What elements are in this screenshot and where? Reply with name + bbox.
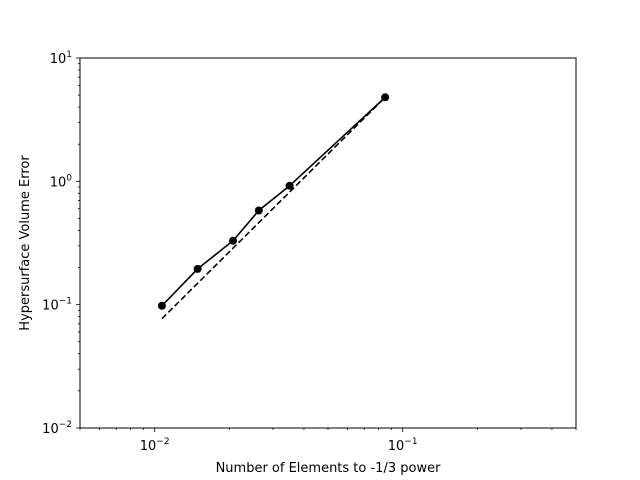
x-tick-label: 10−2: [140, 437, 170, 454]
series-2-line: [161, 96, 386, 320]
x-tick-label: 10−1: [388, 437, 418, 454]
y-tick-label: 10−2: [42, 420, 72, 437]
series-1-point: [254, 206, 263, 215]
series-1-point: [157, 301, 166, 310]
axis-ticks: 10−2 10−1 10−2 10−1 100 101: [42, 50, 577, 454]
y-tick-label: 100: [50, 173, 73, 190]
series-1-point: [229, 236, 238, 245]
series-1-point: [193, 264, 202, 273]
y-axis-label: Hypersurface Volume Error: [18, 155, 33, 331]
y-tick-label: 10−1: [42, 297, 72, 314]
series-1-point: [285, 181, 294, 190]
series-1-line: [161, 96, 386, 307]
x-axis-label: Number of Elements to -1/3 power: [216, 461, 442, 476]
plot-area: [157, 93, 390, 320]
y-tick-label: 101: [50, 50, 72, 67]
